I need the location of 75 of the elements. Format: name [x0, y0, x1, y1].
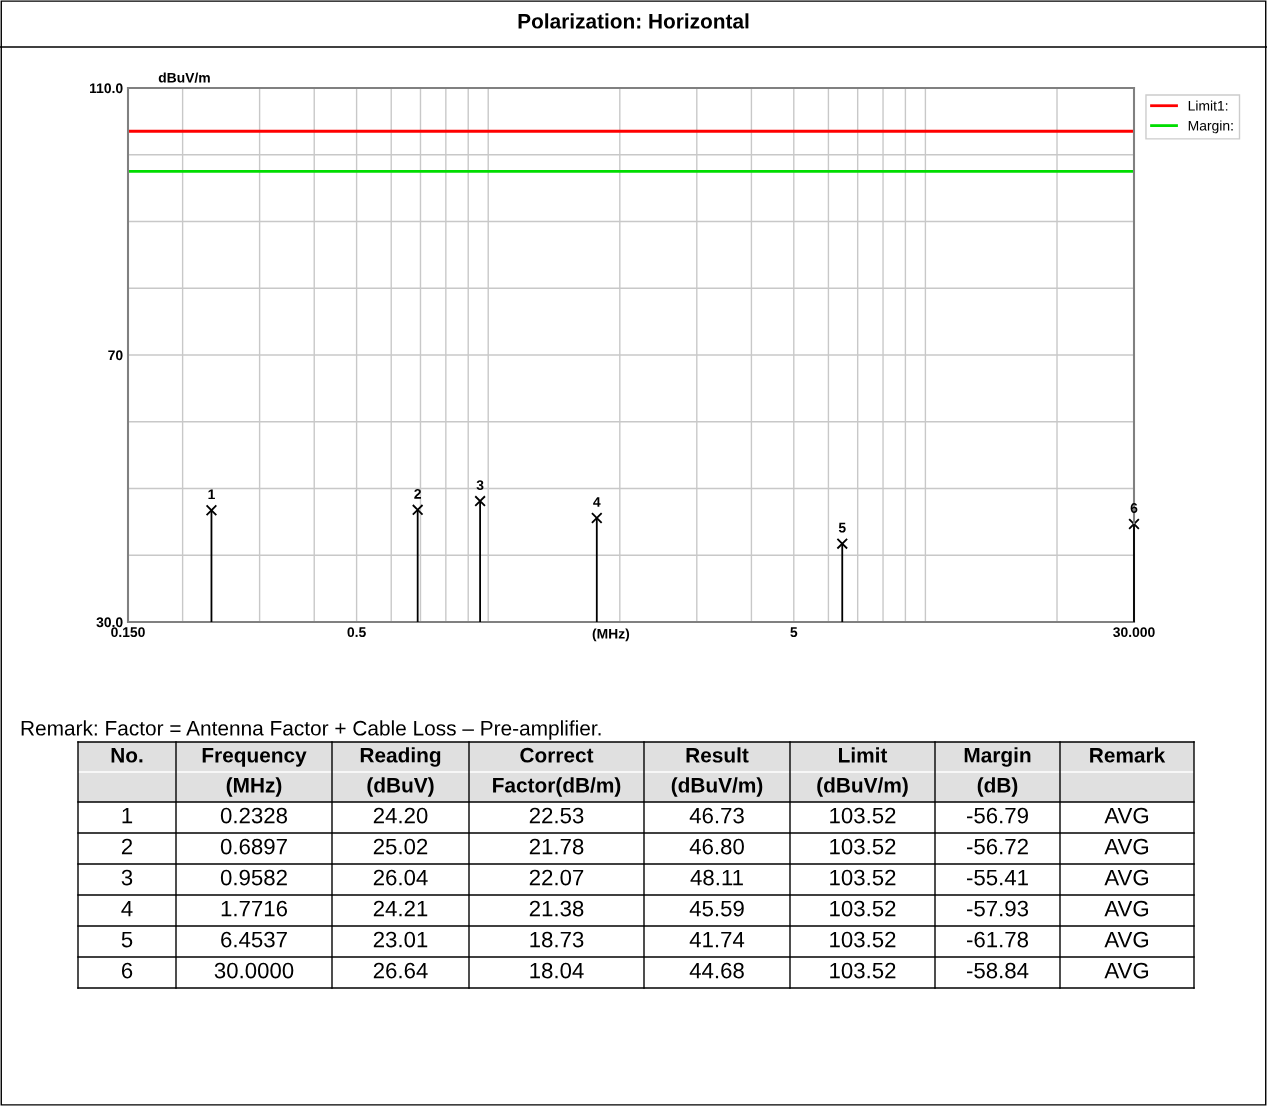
- text: 24.20: [373, 807, 428, 824]
- text: 103.52: [830, 962, 896, 979]
- text: 103.52: [830, 900, 896, 917]
- y-tick-label: 70: [108, 350, 123, 361]
- text: 0.9582: [220, 869, 287, 886]
- y-tick-label: 110.0: [90, 83, 123, 94]
- text: Margin (dB): [964, 747, 1031, 797]
- text: 26.04: [373, 869, 428, 886]
- chart-title: Polarization: Horizontal: [518, 13, 749, 29]
- text: 18.73: [530, 931, 584, 948]
- text: AVG: [1104, 931, 1148, 948]
- text: 46.80: [689, 838, 744, 855]
- text: -57.93: [966, 900, 1029, 917]
- text: AVG: [1104, 807, 1148, 824]
- text: Reading (dBuV): [360, 747, 441, 797]
- text: -61.78: [966, 931, 1029, 948]
- text: 48.11: [690, 869, 743, 886]
- text: 21.78: [529, 838, 584, 855]
- text: 26.64: [373, 962, 428, 979]
- text: -58.84: [966, 962, 1029, 979]
- text: 1: [122, 807, 133, 824]
- text: 2: [121, 838, 133, 855]
- text: 103.52: [830, 931, 896, 948]
- text: Remark: Factor = Antenna Factor + Cable Loss – Pre-amplifier.: [21, 720, 601, 740]
- x-tick-label: 30.000: [1113, 627, 1155, 638]
- text: 24.21: [373, 900, 428, 917]
- y-tick-label: 30.0: [96, 617, 123, 628]
- text: 103.52: [830, 838, 896, 855]
- text: Correct Factor(dB/m): [493, 747, 621, 797]
- text: 4: [121, 900, 133, 917]
- annotation: 3: [476, 480, 484, 491]
- text: 5: [121, 931, 133, 948]
- text: 3: [121, 869, 133, 886]
- x-tick-label: 5: [790, 627, 798, 638]
- annotation: 6: [1130, 503, 1138, 513]
- text: 103.52: [830, 869, 896, 886]
- text: Result (dBuV/m): [671, 747, 763, 797]
- text: No.: [111, 748, 143, 763]
- text: AVG: [1104, 869, 1148, 886]
- x-tick-label: 0.5: [347, 627, 366, 638]
- text: Limit (dBuV/m): [817, 747, 908, 797]
- text: AVG: [1104, 900, 1148, 917]
- legend-label: Margin:: [1188, 120, 1233, 134]
- text: 0.2328: [220, 807, 288, 824]
- text: 22.53: [529, 807, 584, 824]
- y-axis-title: dBuV/m: [158, 72, 210, 83]
- text: 44.68: [689, 962, 744, 979]
- text: 0.6897: [220, 838, 287, 855]
- text: 46.73: [689, 807, 744, 824]
- text: -56.72: [966, 838, 1028, 855]
- annotation: 4: [593, 497, 601, 507]
- text: 23.01: [373, 931, 428, 948]
- text: Frequency (MHz): [202, 748, 307, 797]
- text: 25.02: [373, 838, 428, 855]
- x-axis-title: (MHz): [592, 628, 630, 642]
- text: 1.7716: [221, 900, 288, 917]
- text: -55.41: [966, 869, 1028, 886]
- text: 30.0000: [214, 962, 294, 979]
- x-tick-label: 0.150: [111, 627, 145, 638]
- text: 22.07: [529, 869, 584, 886]
- text: 21.38: [529, 900, 584, 917]
- text: 103.52: [830, 807, 896, 824]
- text: 6: [121, 962, 133, 979]
- text: Remark: [1090, 747, 1166, 763]
- annotation: 1: [208, 489, 215, 500]
- text: 6.4537: [221, 931, 287, 948]
- text: AVG: [1104, 962, 1148, 979]
- text: -56.79: [966, 807, 1028, 824]
- annotation: 5: [838, 522, 846, 533]
- text: 41.74: [689, 931, 745, 948]
- text: AVG: [1104, 838, 1148, 855]
- legend-label: Limit1:: [1188, 100, 1228, 111]
- annotation: 2: [414, 488, 421, 499]
- text: 18.04: [530, 962, 584, 979]
- text: 45.59: [689, 900, 744, 917]
